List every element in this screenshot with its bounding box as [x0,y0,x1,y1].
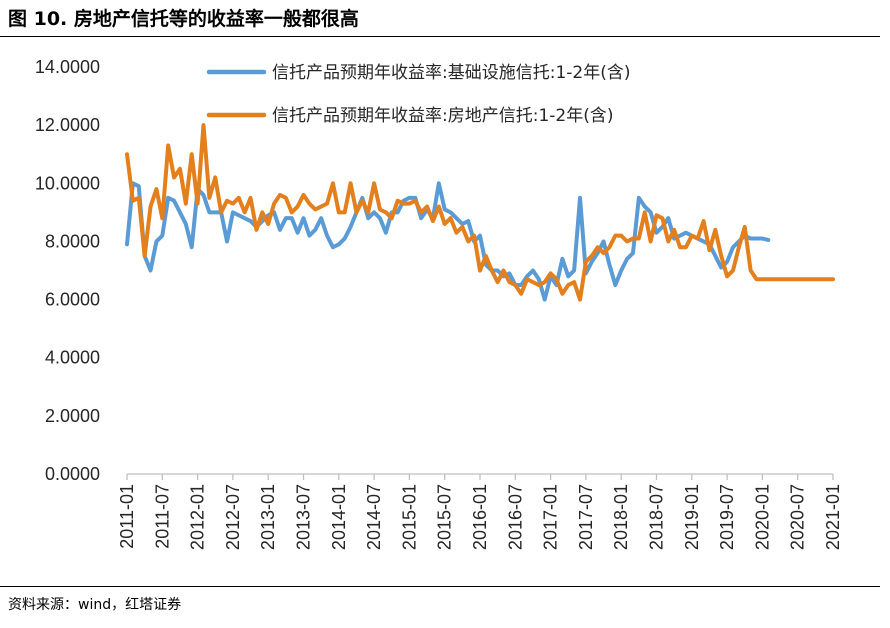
y-axis-ticks: 0.0000 2.0000 4.0000 6.0000 8.0000 10.0000 12.… [35,57,100,484]
bottom-divider [0,586,880,587]
x-tick-label: 2014-07 [364,484,384,550]
series-line-infrastructure [125,181,771,302]
x-tick-label: 2015-01 [399,484,419,550]
legend-label: 信托产品预期年收益率:房地产信托:1-2年(含) [272,106,614,126]
y-tick-label: 6.0000 [45,290,100,310]
x-tick-label: 2013-01 [258,484,278,550]
y-tick-label: 4.0000 [45,348,100,368]
y-tick-label: 10.0000 [35,173,100,193]
legend-label: 信托产品预期年收益率:基础设施信托:1-2年(含) [272,63,631,83]
y-tick-label: 2.0000 [45,406,100,426]
y-tick-label: 8.0000 [45,231,100,251]
x-tick-label: 2019-07 [717,484,737,550]
series-line-real-estate [125,123,835,302]
x-tick-label: 2012-01 [188,484,208,550]
x-tick-label: 2015-07 [435,484,455,550]
source-note: 资料来源：wind，红塔证券 [8,597,182,613]
x-tick-label: 2011-07 [152,484,172,549]
x-axis-ticks: 2011-01 2011-07 2012-01 2012-07 2013-01 2013-… [117,474,843,550]
x-tick-label: 2013-07 [294,484,314,550]
x-tick-label: 2014-01 [329,484,349,550]
series-lines [125,123,835,302]
x-tick-label: 2021-01 [823,484,843,550]
x-tick-label: 2018-01 [611,484,631,550]
x-tick-label: 2020-01 [752,484,772,550]
x-tick-label: 2016-01 [470,484,490,550]
y-tick-label: 14.0000 [35,57,100,77]
x-tick-label: 2018-07 [647,484,667,550]
x-tick-label: 2016-07 [505,484,525,550]
x-tick-label: 2017-01 [541,484,561,550]
figure-title: 图 10. 房地产信托等的收益率一般都很高 [8,8,359,30]
top-divider [0,36,880,37]
chart-legend: 信托产品预期年收益率:基础设施信托:1-2年(含) 信托产品预期年收益率:房地产信… [206,63,631,126]
y-tick-label: 12.0000 [35,115,100,135]
x-tick-label: 2019-01 [682,484,702,550]
x-tick-label: 2011-01 [117,484,137,549]
y-tick-label: 0.0000 [45,464,100,484]
x-tick-label: 2017-07 [576,484,596,550]
x-tick-label: 2012-07 [223,484,243,550]
x-tick-label: 2020-07 [788,484,808,550]
